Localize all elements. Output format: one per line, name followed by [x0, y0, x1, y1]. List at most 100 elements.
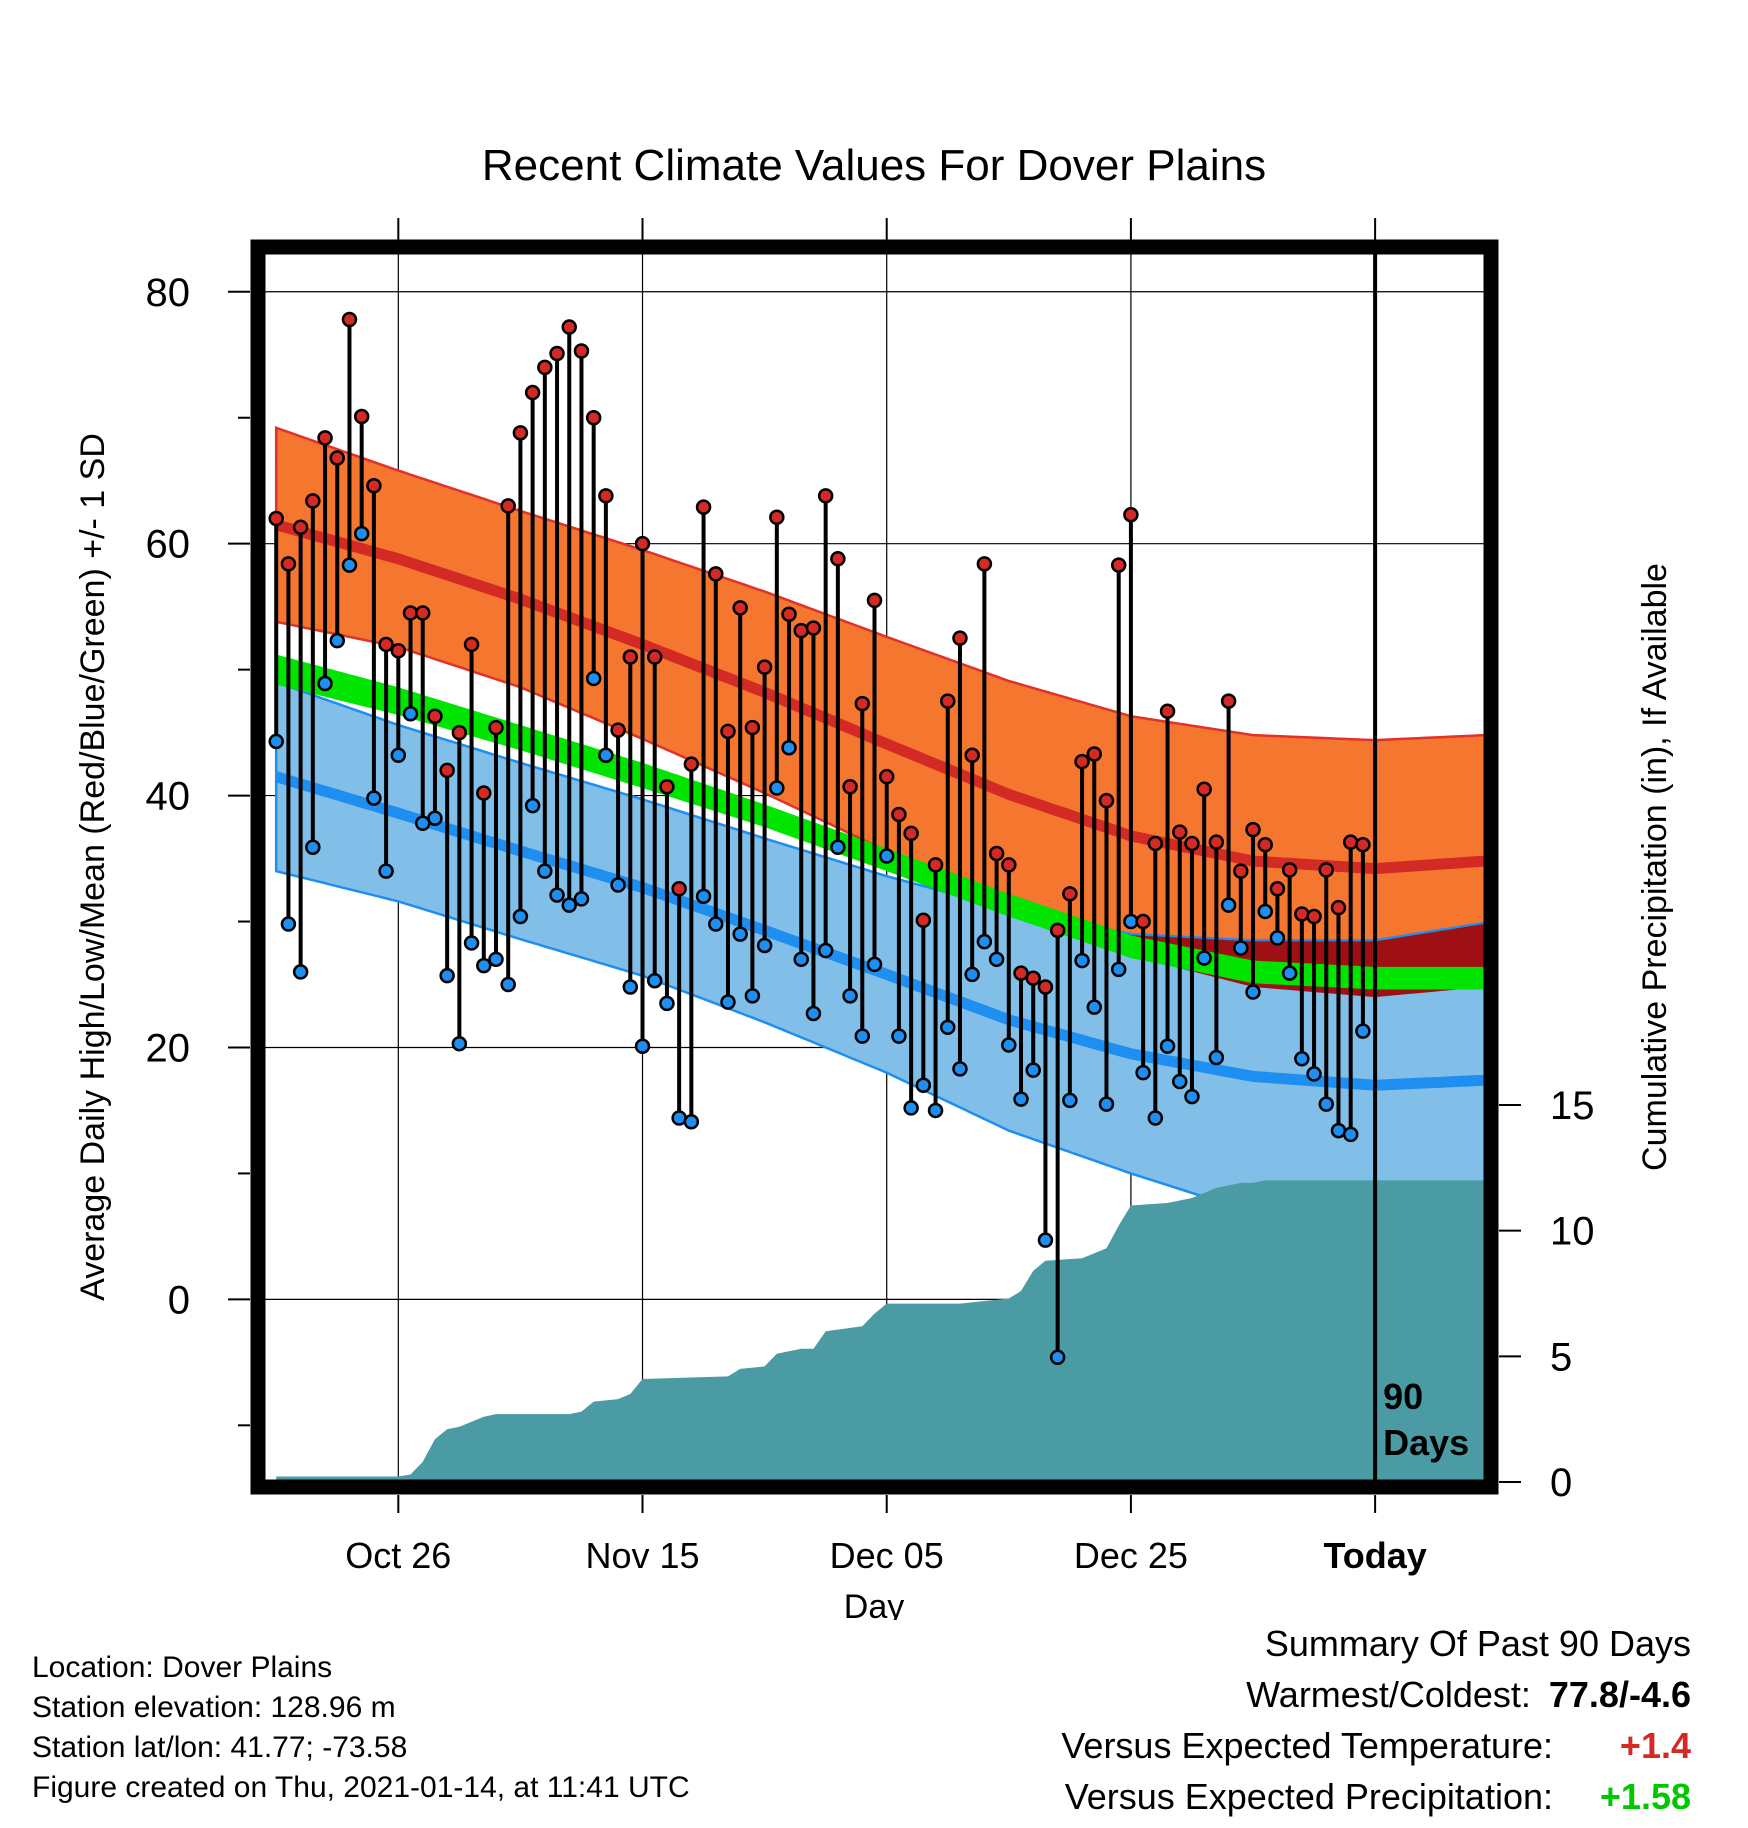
high-point: [1123, 506, 1139, 523]
high-point: [573, 343, 590, 359]
x-tick-label: Nov 15: [585, 1535, 699, 1576]
normal-low-line: [274, 771, 1485, 1091]
high-point: [1220, 693, 1237, 709]
low-point: [1355, 1023, 1371, 1039]
low-point: [878, 848, 895, 864]
low-point: [720, 994, 736, 1010]
x-tick-label: Dec 25: [1074, 1535, 1188, 1576]
summary-heading: Summary Of Past 90 Days: [1264, 1623, 1691, 1664]
high-point: [659, 779, 675, 795]
daily-observations: [268, 311, 1371, 1366]
low-point: [1342, 1126, 1359, 1143]
low-point: [1135, 1064, 1151, 1081]
high-point: [1281, 862, 1298, 878]
summary-panel: Summary Of Past 90 Days Warmest/Coldest:…: [1061, 1618, 1691, 1822]
high-point: [1049, 922, 1066, 939]
high-point: [439, 762, 455, 779]
climate-chart: Recent Climate Values For Dover Plains 9…: [74, 141, 1674, 1620]
high-point: [317, 430, 333, 446]
precip-label: Versus Expected Precipitation:: [1064, 1776, 1553, 1817]
low-point: [891, 1028, 907, 1044]
high-point: [488, 719, 504, 736]
low-point: [634, 1038, 651, 1054]
y2-axis-label: Cumulative Precipitation (in), If Availa…: [1636, 563, 1674, 1171]
warmest-label: Warmest/Coldest:: [1246, 1674, 1531, 1715]
high-point: [1037, 979, 1054, 995]
high-point: [940, 693, 956, 709]
y-tick-label: 60: [146, 523, 191, 567]
low-point: [830, 839, 846, 855]
high-point: [622, 649, 639, 665]
high-point: [1208, 834, 1225, 850]
high-point: [585, 409, 602, 426]
low-point: [598, 747, 614, 764]
low-point: [732, 926, 748, 942]
low-point: [793, 951, 809, 968]
low-point: [683, 1114, 700, 1130]
low-point: [622, 979, 639, 995]
high-point: [537, 359, 553, 376]
high-point: [414, 605, 431, 621]
high-point: [756, 659, 773, 675]
high-point: [1135, 913, 1151, 930]
high-point: [708, 566, 724, 582]
high-point: [793, 622, 809, 639]
low-point: [390, 747, 407, 764]
y-tick-label: 20: [146, 1026, 191, 1070]
low-point: [1294, 1051, 1310, 1067]
low-point: [476, 957, 492, 974]
high-point: [683, 756, 700, 772]
low-point: [1013, 1091, 1029, 1107]
low-point: [512, 908, 529, 925]
high-point: [952, 630, 968, 646]
high-point: [927, 857, 944, 873]
y-tick-label: 0: [168, 1278, 190, 1322]
summary-precip-row: Versus Expected Precipitation: +1.58: [1061, 1771, 1691, 1822]
high-point: [390, 642, 407, 659]
high-point: [1110, 557, 1127, 573]
low-point: [537, 863, 553, 879]
high-point: [1306, 908, 1322, 925]
low-point: [561, 897, 577, 913]
high-point: [427, 708, 443, 724]
low-point: [1184, 1088, 1200, 1105]
low-point: [988, 951, 1005, 968]
low-point: [646, 972, 663, 989]
low-point: [854, 1028, 871, 1044]
high-point: [1294, 906, 1310, 922]
cumulative-precip-area: [276, 1180, 1485, 1482]
high-point: [634, 535, 651, 552]
high-point: [476, 785, 492, 801]
low-point: [695, 888, 712, 905]
low-point: [866, 956, 883, 973]
low-point: [781, 739, 797, 756]
low-point: [280, 916, 297, 932]
high-point: [1233, 863, 1249, 879]
high-point: [1318, 862, 1335, 878]
low-point: [573, 891, 590, 907]
high-point: [280, 556, 297, 572]
low-point: [329, 632, 346, 649]
low-point: [488, 951, 504, 968]
low-point: [964, 966, 980, 983]
low-point: [952, 1061, 968, 1077]
high-point: [830, 551, 846, 567]
low-point: [402, 705, 419, 722]
high-point: [866, 592, 883, 609]
low-point: [500, 976, 516, 993]
low-point: [1220, 897, 1237, 913]
low-point: [756, 937, 773, 954]
low-point: [451, 1035, 468, 1052]
low-point: [903, 1100, 919, 1116]
high-point: [1159, 703, 1176, 719]
figure-created: Figure created on Thu, 2021-01-14, at 11…: [32, 1771, 690, 1804]
station-latlon: Station lat/lon: 41.77; -73.58: [32, 1731, 408, 1764]
low-point: [549, 887, 565, 903]
high-point: [1355, 836, 1371, 853]
low-point: [341, 557, 358, 573]
high-point: [500, 498, 516, 514]
low-point: [1025, 1062, 1041, 1078]
chart-title: Recent Climate Values For Dover Plains: [482, 141, 1266, 190]
high-point: [512, 425, 529, 441]
low-point: [1196, 950, 1212, 966]
